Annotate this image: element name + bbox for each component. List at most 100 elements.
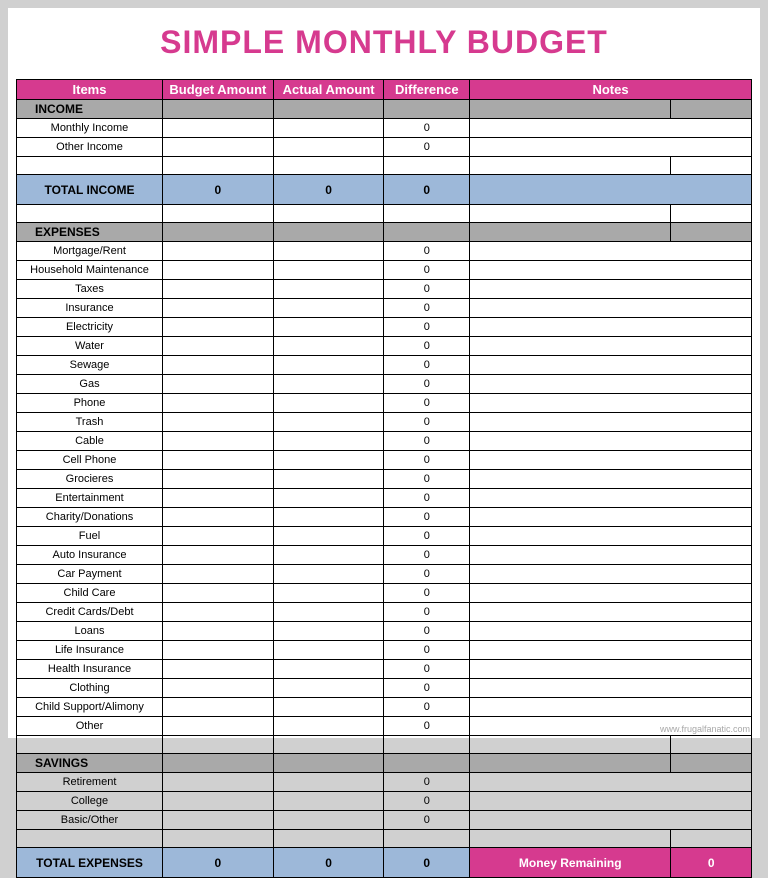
cell-label[interactable]: Life Insurance <box>17 641 163 660</box>
cell-label[interactable]: Grocieres <box>17 470 163 489</box>
cell-actual[interactable] <box>273 394 384 413</box>
cell-diff[interactable]: 0 <box>384 261 470 280</box>
cell-diff[interactable]: 0 <box>384 337 470 356</box>
cell-actual[interactable] <box>273 489 384 508</box>
cell-diff[interactable]: 0 <box>384 679 470 698</box>
cell-budget[interactable] <box>162 508 273 527</box>
cell-label[interactable]: Cell Phone <box>17 451 163 470</box>
cell-notes[interactable] <box>470 546 752 565</box>
cell-notes[interactable] <box>470 138 752 157</box>
cell-label[interactable]: Cable <box>17 432 163 451</box>
cell-actual[interactable] <box>273 679 384 698</box>
cell-actual[interactable] <box>273 508 384 527</box>
cell-label[interactable]: Clothing <box>17 679 163 698</box>
cell-label[interactable]: Loans <box>17 622 163 641</box>
cell-label[interactable]: Gas <box>17 375 163 394</box>
cell-label[interactable]: Insurance <box>17 299 163 318</box>
cell-budget[interactable] <box>162 717 273 736</box>
cell-diff[interactable]: 0 <box>384 242 470 261</box>
cell-notes[interactable] <box>470 299 752 318</box>
cell-diff[interactable]: 0 <box>384 432 470 451</box>
cell-actual[interactable] <box>273 138 384 157</box>
cell-diff[interactable]: 0 <box>384 138 470 157</box>
cell-actual[interactable] <box>273 337 384 356</box>
cell-budget[interactable] <box>162 622 273 641</box>
cell-budget[interactable] <box>162 527 273 546</box>
cell-diff[interactable]: 0 <box>384 119 470 138</box>
cell-diff[interactable]: 0 <box>384 792 470 811</box>
cell-actual[interactable] <box>273 280 384 299</box>
cell-actual[interactable] <box>273 119 384 138</box>
cell-notes[interactable] <box>470 622 752 641</box>
cell-actual[interactable] <box>273 375 384 394</box>
cell-budget[interactable] <box>162 394 273 413</box>
cell-label[interactable]: Credit Cards/Debt <box>17 603 163 622</box>
cell-notes[interactable] <box>470 527 752 546</box>
cell-label[interactable]: Charity/Donations <box>17 508 163 527</box>
cell-notes[interactable] <box>470 261 752 280</box>
cell-label[interactable]: Taxes <box>17 280 163 299</box>
cell-actual[interactable] <box>273 413 384 432</box>
cell-diff[interactable]: 0 <box>384 773 470 792</box>
cell-notes[interactable] <box>470 811 752 830</box>
cell-budget[interactable] <box>162 641 273 660</box>
cell-diff[interactable]: 0 <box>384 451 470 470</box>
cell-actual[interactable] <box>273 792 384 811</box>
cell-label[interactable]: Entertainment <box>17 489 163 508</box>
cell-diff[interactable]: 0 <box>384 546 470 565</box>
cell-diff[interactable]: 0 <box>384 489 470 508</box>
cell-diff[interactable]: 0 <box>384 280 470 299</box>
cell-budget[interactable] <box>162 565 273 584</box>
cell-diff[interactable]: 0 <box>384 641 470 660</box>
cell-actual[interactable] <box>273 356 384 375</box>
cell-budget[interactable] <box>162 792 273 811</box>
cell-notes[interactable] <box>470 413 752 432</box>
cell-budget[interactable] <box>162 660 273 679</box>
cell-notes[interactable] <box>470 773 752 792</box>
cell-diff[interactable]: 0 <box>384 811 470 830</box>
cell-label[interactable]: Monthly Income <box>17 119 163 138</box>
cell-budget[interactable] <box>162 413 273 432</box>
cell-budget[interactable] <box>162 679 273 698</box>
cell-notes[interactable] <box>470 356 752 375</box>
cell-label[interactable]: Health Insurance <box>17 660 163 679</box>
cell-notes[interactable] <box>470 242 752 261</box>
cell-diff[interactable]: 0 <box>384 565 470 584</box>
cell-notes[interactable] <box>470 679 752 698</box>
cell-budget[interactable] <box>162 773 273 792</box>
cell-budget[interactable] <box>162 546 273 565</box>
cell-notes[interactable] <box>470 375 752 394</box>
cell-diff[interactable]: 0 <box>384 527 470 546</box>
cell-budget[interactable] <box>162 811 273 830</box>
cell-notes[interactable] <box>470 603 752 622</box>
cell-actual[interactable] <box>273 242 384 261</box>
cell-actual[interactable] <box>273 698 384 717</box>
cell-label[interactable]: Other Income <box>17 138 163 157</box>
cell-budget[interactable] <box>162 470 273 489</box>
cell-label[interactable]: Car Payment <box>17 565 163 584</box>
cell-notes[interactable] <box>470 565 752 584</box>
cell-budget[interactable] <box>162 584 273 603</box>
cell-diff[interactable]: 0 <box>384 584 470 603</box>
cell-actual[interactable] <box>273 660 384 679</box>
cell-actual[interactable] <box>273 773 384 792</box>
cell-notes[interactable] <box>470 489 752 508</box>
cell-diff[interactable]: 0 <box>384 470 470 489</box>
cell-diff[interactable]: 0 <box>384 698 470 717</box>
cell-label[interactable]: Retirement <box>17 773 163 792</box>
cell-notes[interactable] <box>470 508 752 527</box>
cell-label[interactable]: Electricity <box>17 318 163 337</box>
cell-label[interactable]: College <box>17 792 163 811</box>
cell-budget[interactable] <box>162 138 273 157</box>
cell-budget[interactable] <box>162 299 273 318</box>
cell-actual[interactable] <box>273 641 384 660</box>
cell-notes[interactable] <box>470 641 752 660</box>
cell-actual[interactable] <box>273 584 384 603</box>
cell-label[interactable]: Household Maintenance <box>17 261 163 280</box>
cell-budget[interactable] <box>162 242 273 261</box>
cell-budget[interactable] <box>162 337 273 356</box>
cell-actual[interactable] <box>273 451 384 470</box>
cell-actual[interactable] <box>273 261 384 280</box>
cell-budget[interactable] <box>162 119 273 138</box>
cell-label[interactable]: Phone <box>17 394 163 413</box>
